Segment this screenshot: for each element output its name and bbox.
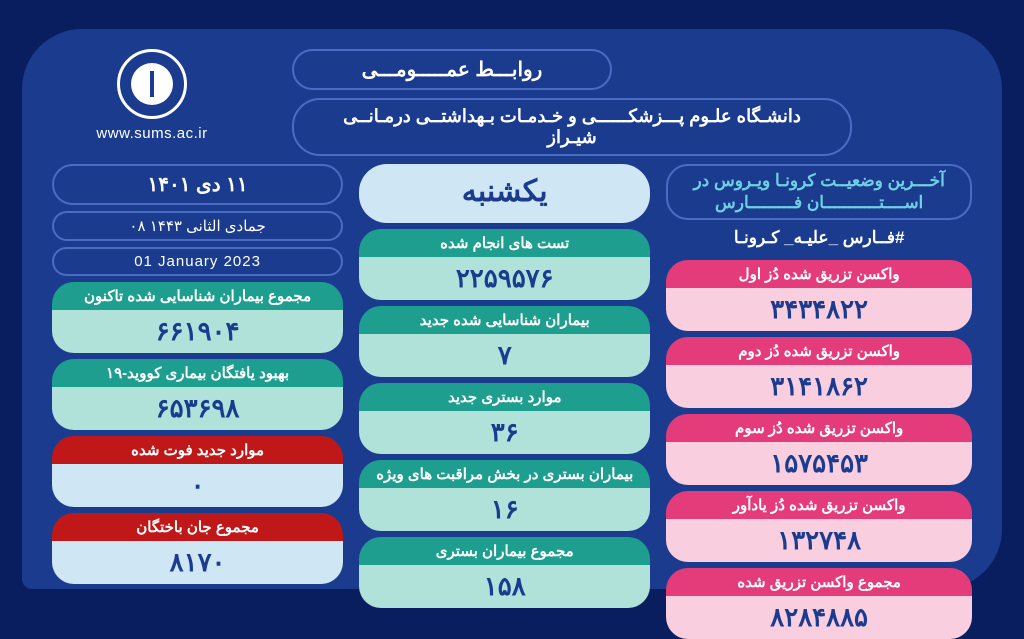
stat-mid-5: مجموع بیماران بستری ۱۵۸ (359, 537, 650, 608)
vaccine-value: ۱۳۲۷۴۸ (666, 519, 972, 562)
hashtag: #فــارس _علیـه_ کـرونـا (666, 226, 972, 254)
columns: آخـــرین وضعیــت کرونـا ویـروس در اســــ… (52, 164, 972, 639)
header-row: روابـــط عمـــــومـــی دانشـگاه علـوم پـ… (52, 49, 972, 156)
vaccine-value: ۳۱۴۱۸۶۲ (666, 365, 972, 408)
vaccine-box-4: واکسن تزریق شده دُز یادآور ۱۳۲۷۴۸ (666, 491, 972, 562)
day-name: یکشنبه (359, 164, 650, 223)
stat-label: مجموع بیماران شناسایی شده تاکنون (52, 282, 343, 310)
website-url: www.sums.ac.ir (96, 125, 207, 142)
stat-label: بیماران شناسایی شده جدید (359, 306, 650, 334)
vaccine-label: واکسن تزریق شده دُز دوم (666, 337, 972, 365)
vaccine-value: ۳۴۳۴۸۲۲ (666, 288, 972, 331)
vaccine-box-5: مجموع واکسن تزریق شده ۸۲۸۴۸۸۵ (666, 568, 972, 639)
stat-value: ۱۵۸ (359, 565, 650, 608)
stat-mid-1: تست های انجام شده ۲۲۵۹۵۷۶ (359, 229, 650, 300)
vaccine-box-2: واکسن تزریق شده دُز دوم ۳۱۴۱۸۶۲ (666, 337, 972, 408)
stat-value: ۲۲۵۹۵۷۶ (359, 257, 650, 300)
stat-label: مجموع جان باختگان (52, 513, 343, 541)
title-stack: روابـــط عمـــــومـــی دانشـگاه علـوم پـ… (292, 49, 972, 156)
date-shamsi: ۱۱ دی ۱۴۰۱ (52, 164, 343, 205)
stat-value: ۳۶ (359, 411, 650, 454)
university-name: دانشـگاه علـوم پـــزشکــــــی و خـدمـات … (292, 98, 852, 156)
status-title: آخـــرین وضعیــت کرونـا ویـروس در اســــ… (666, 164, 972, 220)
stat-label: موارد بستری جدید (359, 383, 650, 411)
stat-label: موارد جدید فوت شده (52, 436, 343, 464)
vaccine-label: واکسن تزریق شده دُز سوم (666, 414, 972, 442)
dashboard-card: روابـــط عمـــــومـــی دانشـگاه علـوم پـ… (22, 29, 1002, 589)
vaccine-label: واکسن تزریق شده دُز یادآور (666, 491, 972, 519)
stat-mid-2: بیماران شناسایی شده جدید ۷ (359, 306, 650, 377)
stat-label: مجموع بیماران بستری (359, 537, 650, 565)
stat-value: ۰ (52, 464, 343, 507)
stat-label: تست های انجام شده (359, 229, 650, 257)
col-daily: یکشنبه تست های انجام شده ۲۲۵۹۵۷۶ بیماران… (359, 164, 650, 639)
stat-value: ۶۵۳۶۹۸ (52, 387, 343, 430)
stat-label: بیماران بستری در بخش مراقبت های ویژه (359, 460, 650, 488)
stat-left-4: مجموع جان باختگان ۸۱۷۰ (52, 513, 343, 584)
vaccine-label: مجموع واکسن تزریق شده (666, 568, 972, 596)
vaccine-box-1: واکسن تزریق شده دُز اول ۳۴۳۴۸۲۲ (666, 260, 972, 331)
stat-mid-4: بیماران بستری در بخش مراقبت های ویژه ۱۶ (359, 460, 650, 531)
stat-left-1: مجموع بیماران شناسایی شده تاکنون ۶۶۱۹۰۴ (52, 282, 343, 353)
stat-value: ۱۶ (359, 488, 650, 531)
org-label: روابـــط عمـــــومـــی (292, 49, 612, 90)
vaccine-label: واکسن تزریق شده دُز اول (666, 260, 972, 288)
vaccine-box-3: واکسن تزریق شده دُز سوم ۱۵۷۵۴۵۳ (666, 414, 972, 485)
stat-mid-3: موارد بستری جدید ۳۶ (359, 383, 650, 454)
date-hijri: ۰۸ جمادی الثانی ۱۴۴۳ (52, 211, 343, 241)
logo-icon (117, 49, 187, 119)
stat-left-3: موارد جدید فوت شده ۰ (52, 436, 343, 507)
col-left: ۱۱ دی ۱۴۰۱ ۰۸ جمادی الثانی ۱۴۴۳ 01 Janua… (52, 164, 343, 639)
vaccine-value: ۱۵۷۵۴۵۳ (666, 442, 972, 485)
stat-value: ۸۱۷۰ (52, 541, 343, 584)
stat-value: ۶۶۱۹۰۴ (52, 310, 343, 353)
stat-label: بهبود یافتگان بیماری کووید-۱۹ (52, 359, 343, 387)
stat-value: ۷ (359, 334, 650, 377)
logo-block: www.sums.ac.ir (52, 49, 252, 142)
date-gregorian: 01 January 2023 (52, 247, 343, 276)
stat-left-2: بهبود یافتگان بیماری کووید-۱۹ ۶۵۳۶۹۸ (52, 359, 343, 430)
col-vaccines: آخـــرین وضعیــت کرونـا ویـروس در اســــ… (666, 164, 972, 639)
